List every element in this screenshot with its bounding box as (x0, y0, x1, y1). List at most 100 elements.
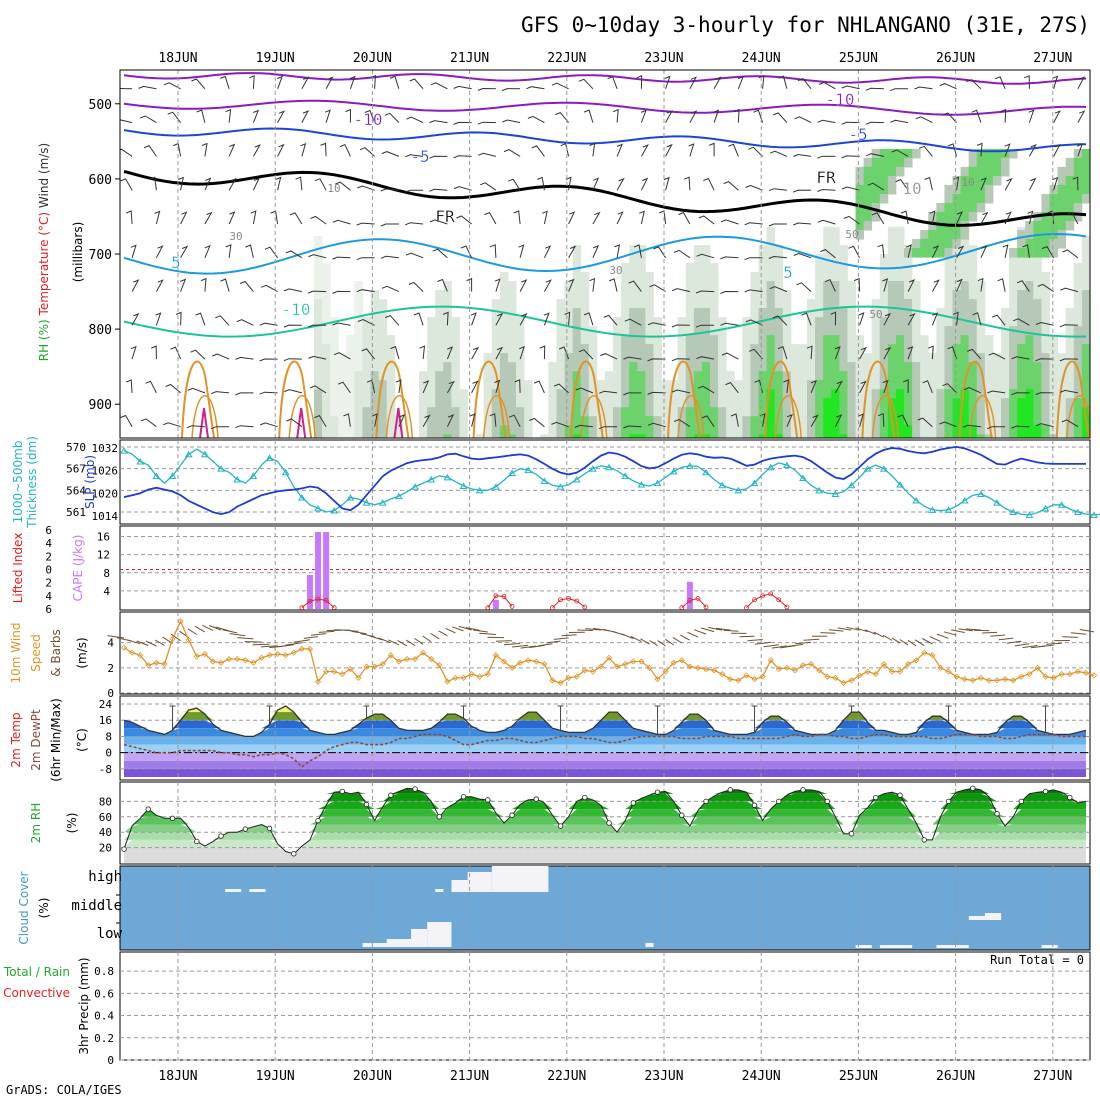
rh-cell (499, 398, 509, 408)
rh-cell (1049, 353, 1059, 363)
rh-cell (556, 389, 565, 399)
thickness-point (443, 473, 452, 481)
rh-cell (621, 308, 630, 318)
upper-wind-barb (398, 413, 406, 427)
rh-cell (952, 335, 962, 345)
rh-cell (370, 407, 380, 417)
upper-wind-barb (277, 143, 285, 157)
rh-cell (556, 335, 565, 345)
rh-cell (758, 244, 768, 255)
rh-cell (831, 389, 840, 399)
rh-cell (944, 184, 953, 195)
upper-wind-barb (600, 353, 618, 360)
rh-cell (564, 335, 574, 345)
rh-cell (952, 380, 962, 390)
rh-cell (871, 317, 881, 327)
rh-cell (831, 362, 840, 372)
rh-cell (1081, 299, 1090, 309)
rh-cell (540, 434, 549, 438)
pressure-tick-label: 700 (89, 248, 112, 263)
rh-cell (685, 362, 695, 372)
rh-cell (742, 398, 751, 408)
rh-cell (1025, 416, 1034, 426)
rh-cell (879, 157, 889, 168)
rh-cell (427, 317, 436, 327)
upper-wind-barb (769, 150, 788, 157)
wind-barb (687, 631, 699, 638)
rh-cell (855, 220, 865, 231)
rh-cell (782, 371, 792, 381)
upper-wind-barb (575, 387, 594, 394)
warm-contour (958, 360, 993, 438)
rh-cell (564, 281, 574, 291)
rh-cell (338, 389, 347, 399)
isoline-label: -5 (848, 125, 867, 144)
lifted-index-point (695, 596, 701, 601)
rh-cell (370, 425, 380, 435)
cape-tick-label: 8 (103, 567, 110, 580)
rh-cell (677, 317, 687, 327)
rh-cell (621, 398, 630, 408)
rh-cell (313, 434, 323, 438)
rh-cell (1081, 290, 1090, 300)
rh-cell (507, 407, 517, 417)
rh-cell (766, 389, 776, 399)
upper-wind-barb (245, 244, 254, 258)
rh-cell (419, 425, 428, 435)
rh-cell (580, 272, 590, 282)
upper-wind-barb (994, 76, 1006, 89)
rh-cell (944, 263, 953, 273)
rh-cell (693, 254, 703, 264)
rh-cell (499, 326, 509, 336)
rh-cell (766, 272, 776, 282)
rh-cell (782, 407, 792, 417)
rh-cell (701, 416, 711, 426)
rh-cell (904, 425, 913, 435)
rh-cell (774, 254, 784, 264)
rh-cell (653, 398, 662, 408)
rh-cell (984, 371, 994, 381)
rh-cell (443, 389, 452, 399)
rh-cell (847, 281, 856, 291)
rh-cell (1073, 326, 1083, 336)
rh-cell (629, 362, 638, 372)
wind-speed-point (848, 677, 855, 684)
rh-cell (491, 434, 501, 438)
rh-cell (839, 335, 848, 345)
rh-cell (1073, 398, 1083, 408)
rh-point (121, 846, 127, 852)
warm-contour (288, 395, 316, 438)
thickness-point (815, 486, 824, 494)
thickness-point (766, 463, 775, 471)
rh-cell (580, 380, 590, 390)
temp-band (124, 728, 1086, 737)
rh-cell (637, 344, 646, 354)
upper-wind-barb (1076, 143, 1083, 157)
rh-cell (322, 317, 331, 327)
lifted-index-point (687, 598, 693, 603)
rh-cell (572, 389, 582, 399)
rh-cell (750, 335, 759, 345)
lifted-index-point (703, 604, 709, 610)
rh-cell (831, 272, 840, 282)
wind-speed-point (767, 657, 774, 664)
upper-wind-barb (120, 148, 133, 157)
rh-cell (871, 326, 881, 336)
rh-cell (790, 407, 800, 417)
upper-wind-barb (565, 176, 572, 191)
rh-cell (976, 166, 986, 177)
upper-wind-barb (385, 315, 400, 326)
wind-barb (194, 625, 206, 633)
upper-wind-barb (120, 178, 133, 191)
max-temp-marker (945, 705, 952, 723)
rh-cell (992, 157, 1002, 168)
rh-cell (556, 416, 565, 426)
upper-wind-barb (725, 381, 739, 394)
wind-speed-point (1050, 674, 1057, 681)
rh-cell (378, 362, 388, 372)
upper-wind-barb (361, 348, 375, 360)
rh-cell (1033, 434, 1042, 438)
wind-speed-point (379, 660, 386, 668)
upper-wind-barb (744, 222, 763, 226)
rh-cell (653, 425, 662, 435)
